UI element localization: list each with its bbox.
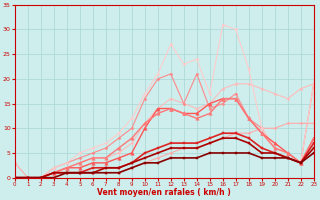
X-axis label: Vent moyen/en rafales ( km/h ): Vent moyen/en rafales ( km/h ) (97, 188, 231, 197)
